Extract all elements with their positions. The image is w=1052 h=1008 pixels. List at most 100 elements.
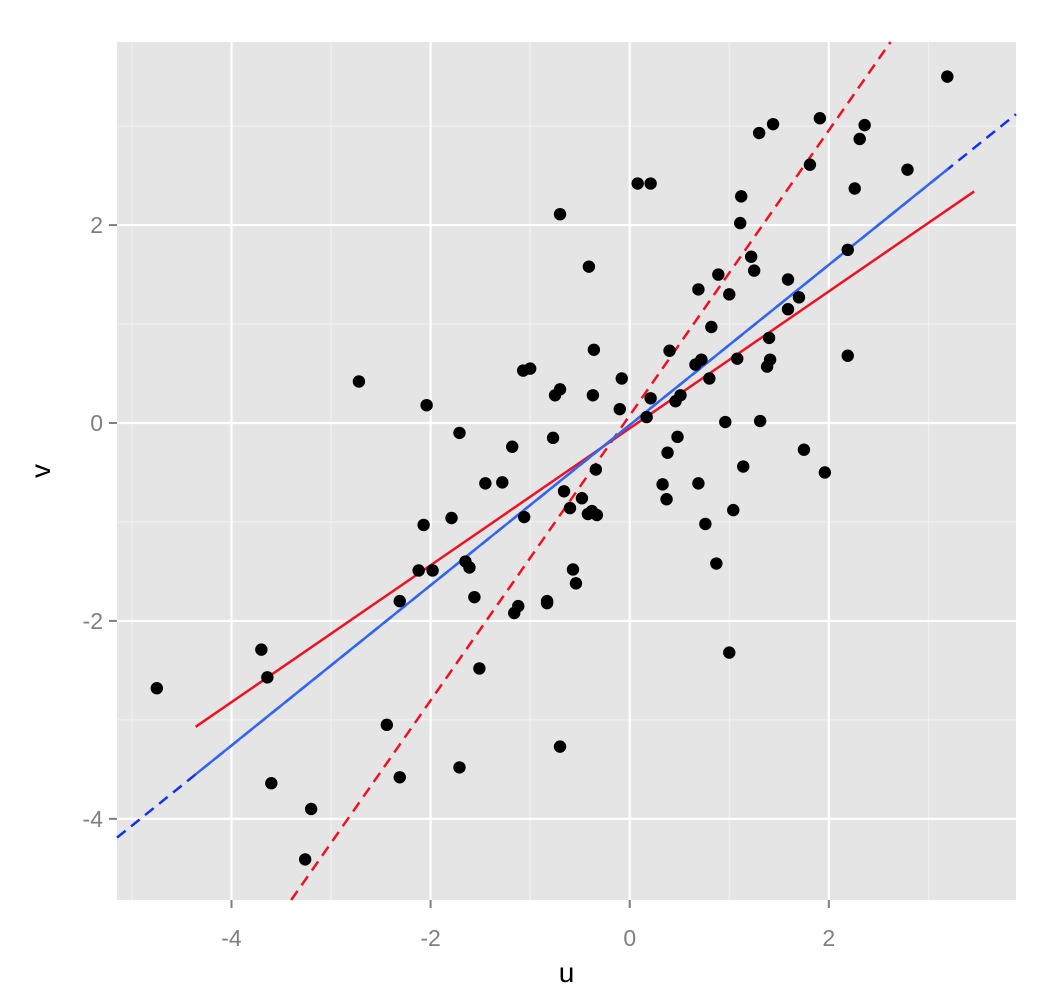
data-point (393, 594, 406, 608)
data-point (589, 463, 603, 476)
data-point (941, 70, 954, 83)
data-point (298, 853, 312, 866)
data-point (644, 177, 657, 190)
x-tick-label: 0 (623, 925, 636, 951)
data-point (393, 771, 406, 784)
data-point (744, 250, 758, 263)
grid-lines (117, 42, 1016, 900)
data-point (692, 283, 705, 296)
data-point (566, 563, 580, 576)
data-point (695, 353, 708, 366)
data-point (747, 264, 761, 277)
y-axis-title: v (25, 464, 56, 478)
data-point (523, 362, 537, 375)
data-point (727, 503, 740, 517)
x-tick-label: -4 (221, 925, 242, 951)
data-point (766, 117, 780, 131)
data-point (590, 508, 604, 522)
data-point (412, 564, 425, 577)
data-point (752, 126, 766, 140)
data-point (710, 557, 723, 570)
data-point (496, 476, 509, 489)
data-point (818, 466, 832, 479)
data-point (841, 243, 854, 257)
data-point (553, 207, 567, 221)
data-point (723, 288, 736, 301)
data-point (660, 493, 673, 506)
data-point (762, 331, 776, 345)
data-point (380, 718, 393, 732)
data-point (557, 485, 571, 498)
data-point (792, 291, 806, 304)
data-point (841, 349, 854, 362)
data-point (848, 182, 861, 195)
data-point (479, 477, 492, 490)
data-point (553, 740, 567, 753)
data-point (453, 426, 466, 440)
data-point (674, 389, 687, 402)
data-point (813, 112, 827, 125)
x-axis: -4 -2 0 2 (221, 900, 835, 951)
data-point (420, 398, 433, 412)
data-point (853, 132, 866, 146)
data-point (735, 190, 748, 203)
data-point (797, 443, 811, 456)
data-point (803, 158, 817, 171)
data-point (540, 594, 554, 608)
data-point (613, 402, 626, 416)
data-point (512, 599, 525, 613)
data-points (150, 70, 954, 866)
fit-line (194, 167, 950, 776)
data-point (417, 518, 430, 532)
data-point (734, 216, 747, 230)
data-point (517, 510, 531, 524)
fit-line (194, 190, 975, 728)
x-tick-label: 2 (822, 925, 835, 951)
y-tick-label: 0 (90, 410, 103, 436)
data-point (426, 564, 439, 577)
data-point (781, 302, 795, 316)
data-point (582, 260, 596, 273)
data-point (150, 682, 164, 695)
data-point (719, 415, 732, 429)
y-tick-label: -4 (83, 806, 104, 832)
data-point (586, 389, 600, 402)
data-point (615, 372, 628, 385)
data-point (553, 383, 567, 396)
data-point (587, 343, 601, 356)
data-point (453, 761, 466, 774)
data-point (671, 430, 684, 444)
data-point (699, 517, 712, 531)
data-point (546, 431, 560, 445)
data-point (265, 777, 278, 790)
data-point (663, 344, 676, 357)
data-point (468, 590, 481, 604)
data-point (703, 372, 716, 385)
data-point (781, 273, 795, 286)
data-point (575, 492, 589, 505)
data-point (705, 320, 718, 334)
data-point (445, 511, 458, 525)
y-tick-label: -2 (83, 608, 103, 634)
y-tick-label: 2 (90, 212, 103, 238)
data-point (763, 353, 777, 366)
data-point (858, 118, 871, 132)
data-point (506, 440, 519, 453)
data-point (723, 646, 736, 659)
data-point (901, 163, 914, 176)
data-point (692, 477, 705, 490)
data-point (631, 177, 644, 190)
data-point (255, 643, 268, 656)
data-point (661, 446, 674, 459)
data-point (304, 802, 318, 816)
data-point (731, 352, 744, 365)
data-point (712, 268, 725, 281)
data-point (563, 501, 577, 515)
data-point (463, 561, 476, 574)
y-axis: -4 -2 0 2 (83, 212, 117, 832)
data-point (352, 375, 366, 388)
data-point (737, 460, 750, 473)
x-axis-title: u (559, 957, 575, 988)
data-point (640, 410, 653, 424)
